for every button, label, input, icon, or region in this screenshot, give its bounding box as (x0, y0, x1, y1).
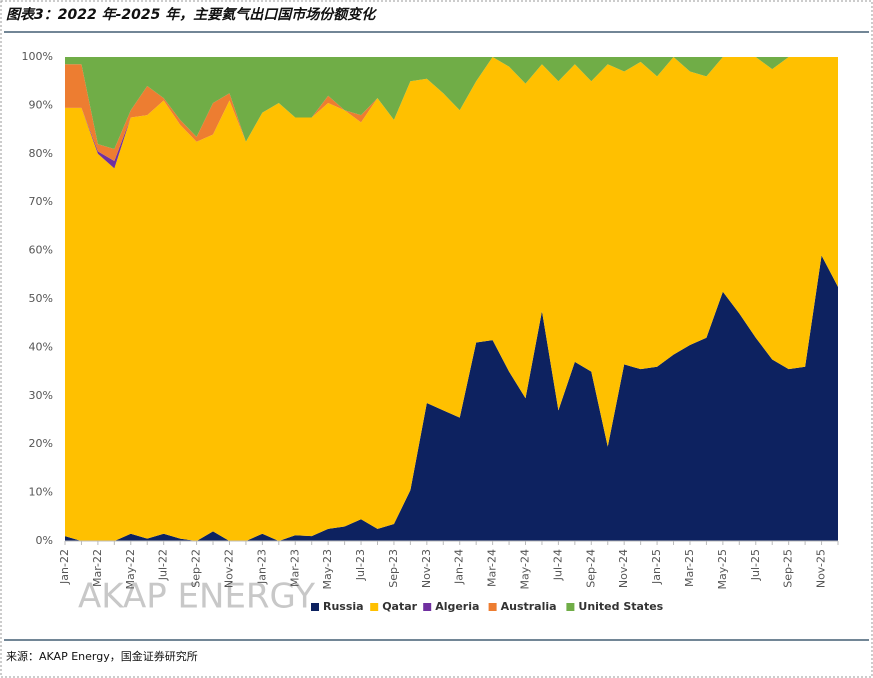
area (65, 57, 838, 541)
area (65, 57, 838, 149)
y-tick-label: 80% (29, 147, 53, 160)
y-tick-label: 60% (29, 244, 53, 257)
x-tick-label: Jul-22 (157, 549, 170, 581)
area (65, 57, 838, 162)
x-tick-label: Sep-22 (190, 549, 203, 588)
y-tick-label: 40% (29, 340, 53, 353)
x-tick-label: Jul-24 (551, 549, 564, 581)
y-tick-label: 0% (36, 534, 53, 547)
legend-swatch (488, 603, 497, 611)
y-tick-label: 100% (22, 50, 53, 63)
legend-label: Australia (501, 600, 557, 613)
watermark: AKAP ENERGY (78, 577, 315, 617)
page-title: 图表3：2022 年-2025 年，主要氦气出口国市场份额变化 (6, 6, 377, 23)
x-tick-label: Sep-23 (387, 549, 400, 588)
y-tick-label: 10% (29, 486, 53, 499)
y-tick-label: 70% (29, 195, 53, 208)
y-tick-label: 90% (29, 98, 53, 111)
x-tick-label: Jan-23 (255, 549, 268, 585)
legend-swatch (370, 603, 379, 611)
y-tick-label: 30% (29, 389, 53, 402)
x-tick-label: Jan-22 (58, 549, 71, 585)
x-tick-label: Nov-22 (222, 549, 235, 588)
x-tick-label: May-22 (124, 549, 137, 590)
y-tick-label: 50% (29, 292, 53, 305)
x-tick-label: Nov-25 (815, 549, 828, 588)
x-tick-label: May-24 (519, 549, 532, 590)
x-tick-label: Jul-25 (749, 549, 762, 581)
x-tick-label: Mar-24 (486, 549, 499, 587)
x-tick-label: Mar-25 (683, 549, 696, 587)
legend-label: Algeria (435, 600, 479, 613)
x-tick-label: Mar-23 (288, 549, 301, 587)
area (65, 255, 838, 541)
x-tick-label: May-23 (321, 549, 334, 590)
y-tick-label: 20% (29, 437, 53, 450)
legend-label: Qatar (382, 600, 417, 613)
x-tick-label: Jan-25 (650, 549, 663, 585)
x-tick-label: Sep-24 (584, 549, 597, 588)
x-tick-label: Sep-25 (782, 549, 795, 588)
legend-swatch (423, 603, 432, 611)
legend-swatch (566, 603, 575, 611)
source-note: 来源：AKAP Energy，国金证券研究所 (6, 649, 198, 663)
x-tick-label: Jan-24 (453, 549, 466, 585)
x-tick-label: Nov-23 (420, 549, 433, 588)
x-tick-label: Nov-24 (617, 549, 630, 588)
x-tick-label: Jul-23 (354, 549, 367, 581)
legend-label: United States (578, 600, 663, 613)
x-tick-label: May-25 (716, 549, 729, 590)
legend-swatch (311, 603, 319, 611)
x-tick-label: Mar-22 (91, 549, 104, 587)
legend-label: Russia (323, 600, 364, 613)
